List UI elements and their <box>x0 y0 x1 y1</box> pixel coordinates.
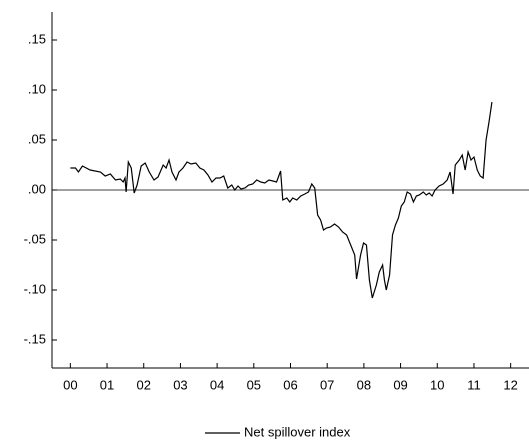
x-tick-label: 00 <box>63 377 77 392</box>
series-line <box>70 101 493 299</box>
y-tick-label: .15 <box>28 31 46 46</box>
y-tick-label: .10 <box>28 81 46 96</box>
x-tick-label: 07 <box>320 377 334 392</box>
x-tick-label: 08 <box>357 377 371 392</box>
y-tick-label: -.10 <box>24 281 46 296</box>
legend-label: Net spillover index <box>244 424 351 439</box>
x-tick-label: 09 <box>393 377 407 392</box>
x-tick-label: 04 <box>210 377 224 392</box>
y-tick-label: -.15 <box>24 331 46 346</box>
x-tick-label: 03 <box>173 377 187 392</box>
x-tick-label: 11 <box>467 377 481 392</box>
x-tick-label: 10 <box>430 377 444 392</box>
x-tick-label: 01 <box>100 377 114 392</box>
x-tick-label: 12 <box>503 377 517 392</box>
x-tick-label: 02 <box>136 377 150 392</box>
y-tick-label: -.05 <box>24 231 46 246</box>
y-tick-label: .05 <box>28 131 46 146</box>
y-tick-label: .00 <box>28 181 46 196</box>
x-tick-label: 05 <box>247 377 261 392</box>
x-tick-label: 06 <box>283 377 297 392</box>
